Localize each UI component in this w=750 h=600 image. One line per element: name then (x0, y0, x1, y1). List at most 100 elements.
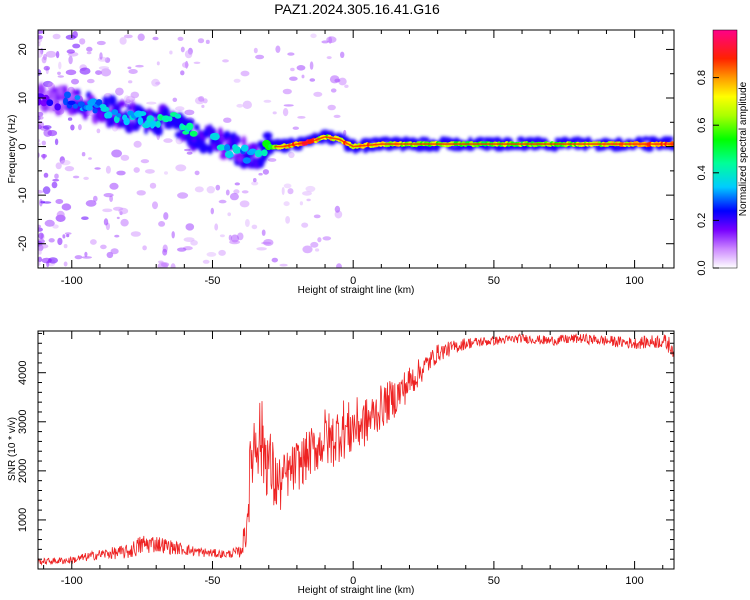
noise-blob (164, 171, 168, 175)
noise-blob (162, 248, 168, 256)
noise-blob (54, 138, 59, 146)
noise-blob (52, 33, 61, 40)
halo-blob (39, 82, 44, 93)
noise-blob (182, 62, 189, 68)
noise-blob (258, 172, 263, 176)
noise-blob (201, 104, 205, 108)
snr-frame (37, 330, 675, 570)
halo-blob (127, 104, 132, 112)
noise-blob (79, 38, 86, 45)
x-tick-label: 0 (350, 275, 356, 287)
colorbar-tick-label: 0.0 (696, 260, 708, 275)
noise-blob (283, 201, 290, 207)
y-tick-label: 1000 (17, 508, 29, 532)
noise-blob (241, 190, 249, 194)
noise-blob (313, 91, 323, 97)
snr-panel: -100 -50 0 50 100 1000 2000 3000 4000 Height of … (7, 330, 675, 596)
noise-blob (57, 75, 64, 78)
halo-blob (423, 137, 430, 143)
colorbar-tick-label: 0.8 (696, 70, 708, 85)
noise-blob (263, 99, 272, 103)
noise-blob (96, 128, 101, 134)
noise-blob (87, 78, 95, 84)
ridge-blob (189, 130, 198, 137)
halo-blob (156, 127, 163, 135)
noise-blob (71, 78, 79, 85)
y-tick-label: -20 (17, 236, 29, 252)
colorbar-label: Normalized spectral amplitude (738, 81, 749, 216)
ridge-blob (63, 97, 69, 106)
noise-blob (268, 158, 277, 162)
ridge-blob (85, 104, 93, 111)
noise-blob (301, 74, 305, 79)
spectrogram-frame (37, 29, 675, 269)
ridge-blob (242, 157, 251, 164)
noise-blob (239, 200, 250, 208)
snr-plot-area (38, 333, 674, 566)
noise-blob (253, 47, 258, 54)
noise-blob (334, 205, 341, 213)
noise-blob (245, 219, 250, 227)
noise-blob (93, 195, 98, 202)
noise-blob (292, 126, 299, 130)
noise-blob (63, 261, 68, 267)
noise-blob (210, 207, 214, 215)
noise-blob (42, 125, 52, 130)
noise-blob (193, 61, 201, 64)
noise-blob (42, 153, 46, 160)
noise-blob (175, 106, 185, 111)
noise-blob (38, 239, 45, 244)
ridge-blob (248, 148, 257, 154)
noise-blob (202, 259, 210, 264)
noise-blob (263, 239, 274, 246)
noise-blob (184, 50, 193, 59)
noise-blob (206, 186, 215, 194)
noise-blob (222, 59, 229, 63)
noise-blob (185, 223, 195, 231)
halo-blob (262, 131, 273, 140)
noise-blob (228, 234, 232, 241)
noise-blob (38, 189, 44, 194)
noise-blob (55, 162, 62, 170)
noise-blob (215, 184, 221, 191)
noise-blob (152, 201, 158, 210)
noise-blob (43, 172, 49, 178)
halo-blob (483, 145, 491, 151)
snr-x-label: Height of straight line (km) (298, 585, 415, 596)
colorbar-ticks: 0.0 0.2 0.4 0.6 0.8 (696, 70, 719, 276)
ridge-blob (138, 111, 147, 117)
noise-blob (142, 245, 147, 251)
noise-blob (99, 52, 103, 60)
halo-blob (476, 136, 485, 142)
ridge-blob (64, 91, 71, 99)
noise-blob (283, 183, 292, 189)
x-tick-label: -50 (205, 575, 221, 587)
noise-blob (321, 40, 329, 44)
noise-blob (194, 186, 204, 193)
noise-blob (328, 36, 333, 44)
ridge-blob (241, 144, 249, 152)
ridge-blob (174, 113, 182, 119)
noise-blob (72, 43, 81, 49)
noise-blob (88, 157, 92, 160)
halo-blob (366, 138, 372, 144)
halo-blob (468, 136, 473, 142)
x-tick-label: 100 (625, 275, 643, 287)
noise-blob (85, 200, 97, 207)
noise-blob (234, 182, 240, 186)
noise-blob (333, 114, 341, 118)
halo-blob (83, 110, 88, 121)
figure-title: PAZ1.2024.305.16.41.G16 (274, 1, 440, 17)
noise-blob (130, 231, 141, 237)
noise-blob (64, 232, 72, 235)
noise-blob (38, 115, 44, 120)
noise-blob (214, 223, 219, 231)
spectrogram-ridge (38, 91, 674, 164)
noise-blob (112, 206, 124, 211)
noise-blob (177, 247, 187, 252)
noise-blob (135, 64, 144, 68)
noise-blob (256, 247, 267, 251)
halo-blob (642, 136, 650, 142)
halo-blob (206, 144, 214, 153)
